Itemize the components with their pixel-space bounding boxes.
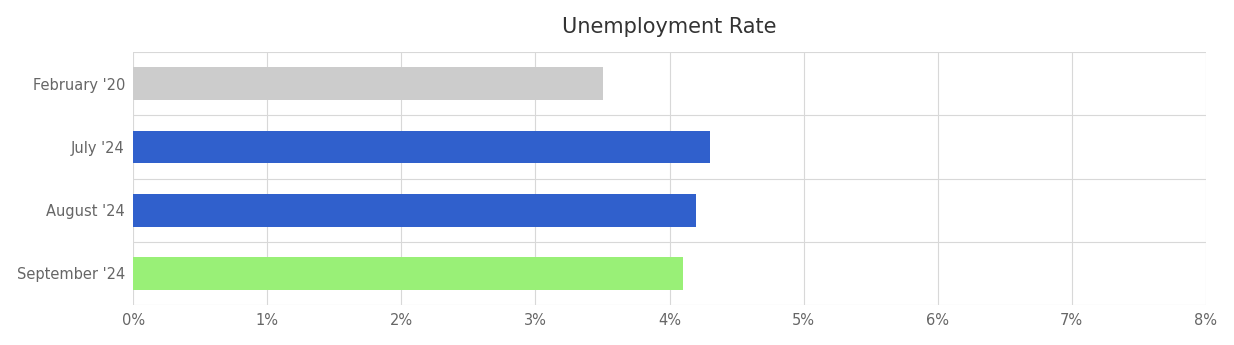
Bar [133,130,710,164]
Bar [133,257,682,290]
Bar [133,67,602,100]
Title: Unemployment Rate: Unemployment Rate [563,17,776,37]
Bar [133,194,696,227]
